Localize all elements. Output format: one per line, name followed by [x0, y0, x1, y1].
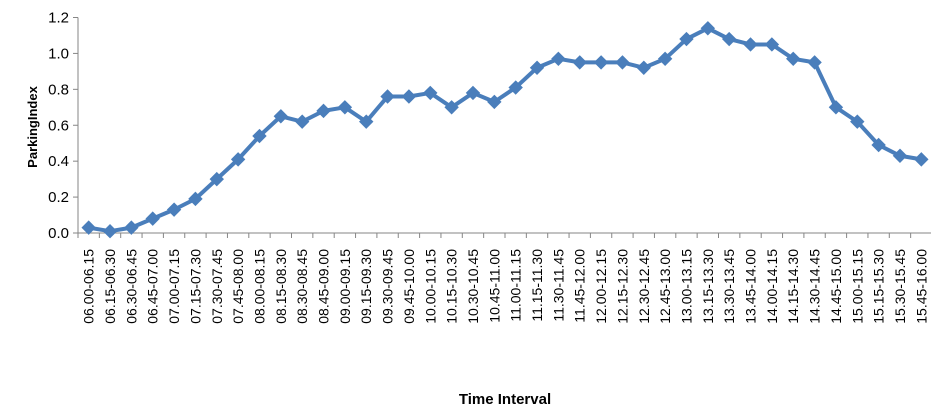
x-tick-label: 09.30-09.45 [380, 249, 396, 324]
x-tick-label: 15.30-15.45 [892, 249, 908, 324]
x-tick-label: 11.45-12.00 [572, 249, 588, 323]
x-tick-label: 07.15-07.30 [187, 249, 203, 324]
data-point [401, 89, 417, 104]
data-point [294, 114, 310, 129]
data-point [828, 100, 844, 115]
x-tick-label: 14.45-15.00 [828, 249, 844, 324]
y-tick-label: 1.2 [48, 10, 69, 27]
x-tick-label: 13.30-13.45 [721, 249, 737, 324]
x-tick-label: 08.00-08.15 [251, 249, 267, 324]
x-tick-label: 12.30-12.45 [636, 249, 652, 324]
x-tick-label: 11.30-11.45 [550, 249, 566, 322]
data-point [359, 114, 374, 129]
data-point [892, 148, 908, 163]
data-point [871, 137, 886, 153]
data-point [487, 94, 502, 110]
plot-area: 0.0 0.2 0.4 0.6 0.8 1.0 1.2 06.00-06.15 06.15-06… [48, 10, 931, 324]
data-point [657, 51, 673, 67]
y-tick-label: 0.8 [48, 81, 69, 98]
x-tick-label: 15.15-15.30 [871, 249, 887, 324]
y-tick-label: 0.6 [48, 117, 69, 134]
data-point [679, 31, 694, 47]
data-point [615, 55, 630, 70]
x-tick-label: 06.45-07.00 [145, 249, 161, 324]
x-tick-label: 09.15-09.30 [358, 249, 374, 324]
data-point [721, 31, 737, 47]
data-point [252, 128, 267, 144]
data-point [551, 51, 566, 67]
y-tick-label: 1.0 [48, 45, 69, 62]
x-tick-label: 13.00-13.15 [678, 249, 694, 324]
data-point [124, 220, 139, 235]
x-tick-label: 08.30-08.45 [294, 249, 310, 324]
data-point [273, 109, 289, 124]
x-tick-label: 07.30-07.45 [209, 249, 225, 324]
x-tick-label: 06.15-06.30 [102, 249, 118, 324]
x-tick-label: 15.00-15.15 [849, 249, 865, 324]
x-tick-label: 06.00-06.15 [81, 249, 97, 324]
y-tick-label: 0.4 [48, 153, 69, 170]
data-point [337, 100, 353, 115]
x-tick-label: 10.30-10.45 [465, 249, 481, 324]
series-line [86, 26, 924, 234]
data-point [316, 103, 331, 119]
data-point [81, 220, 96, 235]
x-tick-label: 06.30-06.45 [123, 249, 139, 324]
data-point [572, 55, 587, 70]
data-point [593, 55, 609, 70]
x-tick-label: 14.30-14.45 [807, 249, 823, 324]
x-tick-label: 11.00-11.15 [508, 249, 524, 322]
data-point [380, 89, 395, 104]
data-point [529, 60, 545, 75]
data-point [465, 85, 481, 101]
data-point [636, 60, 651, 75]
x-tick-label: 07.45-08.00 [230, 249, 246, 324]
data-point [102, 223, 118, 239]
x-tick-label: 13.15-13.30 [700, 249, 716, 324]
x-tick-label: 07.00-07.15 [166, 249, 182, 324]
y-tick-label: 0.0 [48, 225, 69, 242]
x-tick-label: 09.45-10.00 [401, 249, 417, 324]
data-point [807, 55, 822, 70]
data-point [444, 100, 459, 115]
data-point [230, 152, 246, 167]
x-tick-label: 10.00-10.15 [422, 249, 438, 324]
x-tick-label: 12.45-13.00 [657, 249, 673, 324]
x-tick-label: 14.15-14.30 [785, 249, 801, 324]
data-point [743, 37, 758, 52]
data-point [700, 21, 716, 36]
data-point [850, 114, 865, 129]
x-tick-label: 11.15-11.30 [529, 249, 545, 322]
data-point [188, 191, 203, 207]
x-axis-title: Time Interval [459, 391, 551, 408]
data-point [145, 211, 160, 226]
data-point [423, 85, 438, 101]
x-tick-label: 10.15-10.30 [444, 249, 460, 324]
x-tick-label: 13.45-14.00 [743, 249, 759, 324]
x-tick-label: 12.00-12.15 [593, 249, 609, 324]
data-point [166, 202, 182, 217]
data-point [209, 171, 224, 187]
x-tick-label: 15.45-16.00 [913, 249, 929, 324]
x-tick-label: 10.45-11.00 [486, 249, 502, 323]
x-tick-label: 12.15-12.30 [614, 249, 630, 324]
x-tick-label: 09.00-09.15 [337, 249, 353, 324]
y-tick-label: 0.2 [48, 189, 69, 206]
x-tick-label: 14.00-14.15 [764, 249, 780, 324]
data-point [786, 51, 801, 67]
x-tick-label: 08.15-08.30 [273, 249, 289, 324]
data-point [764, 37, 780, 52]
y-axis-title: ParkingIndex [25, 85, 40, 167]
x-tick-label: 08.45-09.00 [316, 249, 332, 324]
data-point [914, 152, 929, 167]
data-point [508, 80, 523, 95]
